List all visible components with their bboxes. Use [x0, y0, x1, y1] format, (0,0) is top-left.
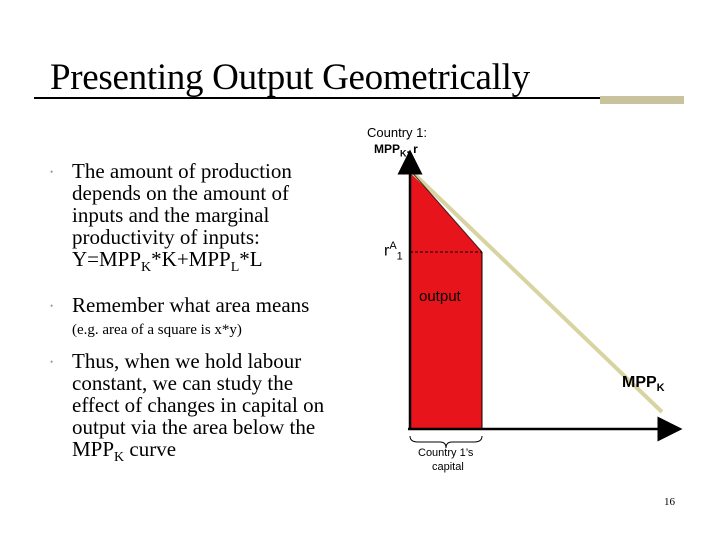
area-edge	[409, 169, 483, 253]
output-area	[410, 170, 482, 428]
rate-label: rA1	[384, 240, 403, 263]
y-axis-label-line1: Country 1:	[367, 125, 427, 140]
bullet-line: Thus, when we hold labour	[72, 349, 302, 373]
bullet-note: (e.g. area of a square is x*y)	[72, 322, 242, 338]
y-axis-label-line2: MPPK, r	[374, 142, 418, 159]
page-number: 16	[664, 496, 675, 508]
slide-title: Presenting Output Geometrically	[50, 57, 530, 98]
bullet-dot-icon: •	[50, 357, 54, 367]
bullet-line: inputs and the marginal	[72, 203, 270, 227]
mpp-curve	[408, 168, 664, 414]
bullet-line: depends on the amount of	[72, 181, 289, 205]
bullet-line: Remember what area means	[72, 293, 310, 317]
bullet-line: constant, we can study the	[72, 371, 294, 395]
bullet-dot-icon: •	[50, 301, 54, 311]
output-label: output	[419, 288, 461, 305]
bullet-line: productivity of inputs:	[72, 225, 260, 249]
bullet-line: The amount of production	[72, 159, 292, 183]
mpp-curve-label: MPPK	[622, 374, 665, 395]
bullet-dot-icon: •	[50, 167, 54, 177]
bullet-line: effect of changes in capital on	[72, 393, 325, 417]
x-axis-label-line2: capital	[432, 461, 464, 473]
bullet-line: output via the area below the	[72, 415, 316, 439]
x-axis-label-line1: Country 1’s	[418, 447, 474, 459]
capital-brace	[409, 435, 483, 449]
bullet-last-line: MPPK curve	[72, 437, 177, 465]
bullet-formula: Y=MPPK*K+MPPL*L	[72, 247, 263, 275]
